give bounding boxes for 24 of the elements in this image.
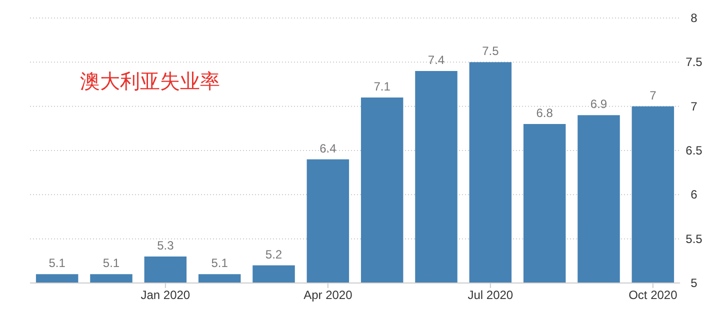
data-label: 5.2 xyxy=(265,247,282,262)
x-tick-label: Apr 2020 xyxy=(304,288,353,302)
data-label: 6.4 xyxy=(320,141,337,156)
data-label: 5.1 xyxy=(211,256,228,270)
x-tick-label: Jan 2020 xyxy=(140,288,190,302)
data-label: 7.5 xyxy=(482,44,500,58)
x-tick-label: Jul 2020 xyxy=(468,288,514,302)
y-tick-label: 5.5 xyxy=(686,232,703,246)
data-label: 6.9 xyxy=(590,97,608,112)
x-tick-label: Oct 2020 xyxy=(628,288,678,302)
y-tick-label: 7.5 xyxy=(686,55,703,70)
y-tick-label: 6 xyxy=(690,188,698,202)
y-tick-label: 7 xyxy=(690,99,698,114)
y-tick-label: 5 xyxy=(690,276,698,290)
data-label: 6.8 xyxy=(536,106,554,120)
text: 澳大利亚失业率 xyxy=(80,71,220,93)
y-tick-label: 6.5 xyxy=(686,144,703,158)
y-tick-label: 8 xyxy=(690,11,698,25)
data-label: 7.4 xyxy=(428,53,445,67)
data-label: 5.1 xyxy=(48,256,66,270)
data-label: 5.1 xyxy=(102,256,120,270)
data-label: 7 xyxy=(650,88,657,102)
data-label: 7.1 xyxy=(374,80,391,94)
data-label: 5.3 xyxy=(157,238,174,252)
